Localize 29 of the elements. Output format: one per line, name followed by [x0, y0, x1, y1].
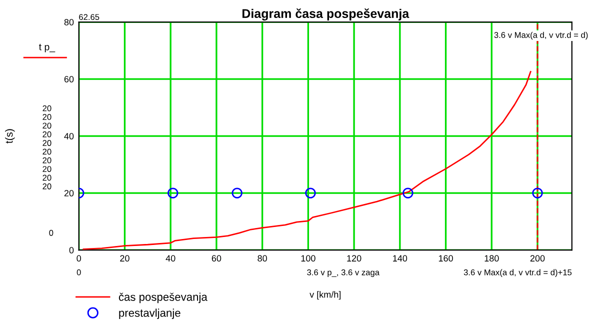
x-tick-label: 20 [120, 255, 130, 262]
x-tick-label: 80 [258, 255, 267, 262]
y-tick-label: 20 [64, 190, 74, 196]
x-axis-title: v [km/h] [310, 291, 341, 300]
x-tick-label: 160 [438, 255, 453, 262]
x-tick-label: 40 [166, 255, 176, 262]
x-tick-label: 200 [530, 255, 545, 262]
x-tick-label: 0 [76, 255, 82, 262]
ref-line-label: 3.6 v Max(a d, v vtr.d = d) [494, 32, 588, 40]
x-tick-label: 140 [393, 255, 408, 262]
y-axis-title: t(s) [5, 129, 15, 144]
y-tick-label: 40 [64, 133, 74, 140]
text: 62.65 [79, 14, 100, 20]
x-tick-label: 60 [212, 255, 222, 262]
y-tick-label: 80 [64, 19, 74, 26]
legend-label: čas pospeševanja [118, 292, 208, 304]
x-tick-label: 180 [484, 255, 499, 262]
text: 0 [49, 230, 54, 236]
x-tick-label: 120 [347, 255, 362, 262]
y-tick-label: 0 [69, 247, 74, 254]
y-tick-label: 60 [64, 76, 74, 82]
text: 0 [76, 269, 81, 276]
text: 20 20 20 20 20 20 20 20 20 20 [42, 105, 52, 190]
x-tick-label: 100 [301, 255, 316, 262]
chart-title: Diagram časa pospeševanja [242, 8, 410, 21]
text: t p_ [38, 44, 56, 52]
text: 3.6 v p_, 3.6 v zaga [307, 269, 380, 277]
legend-label: prestavljanje [119, 308, 180, 319]
text: 3.6 v Max(a d, v vtr.d = d)+15 [464, 269, 572, 277]
